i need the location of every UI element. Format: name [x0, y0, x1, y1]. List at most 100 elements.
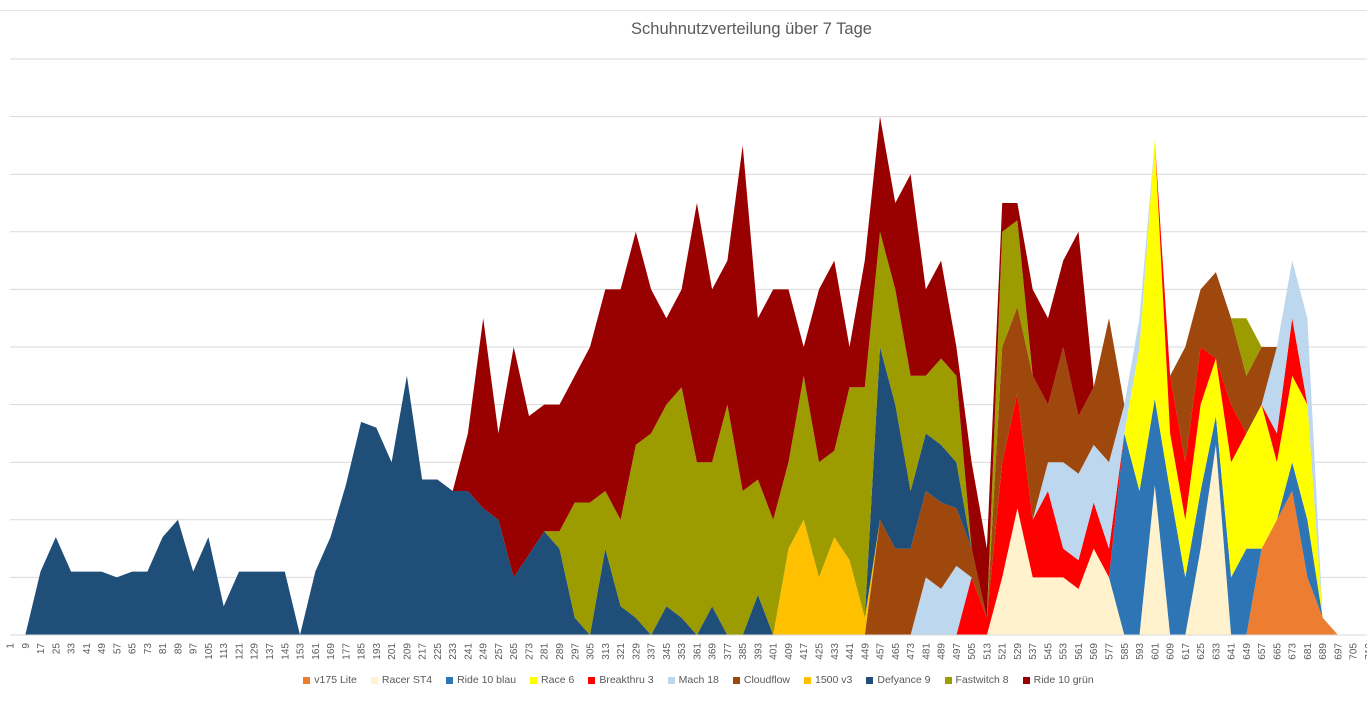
legend-label: Ride 10 grün: [1033, 674, 1094, 686]
legend-swatch: [303, 676, 311, 684]
x-tick-label: 177: [341, 643, 352, 660]
legend-label: Breakthru 3: [599, 674, 654, 686]
x-tick-label: 673: [1288, 643, 1299, 660]
x-tick-label: 73: [143, 643, 154, 655]
x-tick-label: 9: [21, 643, 32, 649]
x-tick-label: 305: [586, 643, 597, 660]
x-tick-label: 329: [631, 643, 642, 660]
x-tick-label: 193: [372, 643, 383, 660]
x-tick-label: 241: [463, 643, 474, 660]
legend-label: v175 Lite: [314, 674, 357, 686]
area-series-ride-10-gr-n: [10, 116, 1367, 635]
x-tick-label: 41: [82, 643, 93, 655]
x-tick-label: 441: [845, 643, 856, 660]
x-tick-label: 225: [433, 643, 444, 660]
x-tick-label: 433: [830, 643, 841, 660]
legend-item: Mach 18: [667, 674, 719, 686]
x-tick-label: 377: [723, 643, 734, 660]
legend-swatch: [370, 676, 378, 684]
area-series-defyance-9: [10, 139, 1367, 635]
x-tick-label: 65: [128, 643, 139, 655]
x-tick-label: 209: [402, 643, 413, 660]
x-tick-label: 521: [998, 643, 1009, 660]
area-series-cloudflow: [10, 139, 1367, 635]
x-tick-label: 49: [97, 643, 108, 655]
x-tick-label: 553: [1059, 643, 1070, 660]
legend-item: Breakthru 3: [588, 674, 654, 686]
area-series-ride-10-blau: [10, 398, 1367, 635]
x-tick-label: 609: [1166, 643, 1177, 660]
legend-label: Defyance 9: [877, 674, 931, 686]
x-tick-label: 457: [876, 643, 887, 660]
x-tick-label: 1: [6, 643, 17, 649]
x-tick-label: 577: [1105, 643, 1116, 660]
legend-item: Ride 10 blau: [446, 674, 516, 686]
x-tick-label: 233: [448, 643, 459, 660]
area-series-breakthru-3: [10, 139, 1367, 635]
area-series-fastwitch-8: [10, 139, 1367, 635]
x-tick-label: 249: [479, 643, 490, 660]
x-tick-label: 105: [204, 643, 215, 660]
x-tick-label: 713: [1364, 643, 1367, 660]
legend-label: Fastwitch 8: [955, 674, 1009, 686]
x-tick-label: 185: [357, 643, 368, 660]
x-tick-label: 425: [814, 643, 825, 660]
x-tick-label: 281: [540, 643, 551, 660]
x-tick-label: 649: [1242, 643, 1253, 660]
legend-label: Race 6: [541, 674, 575, 686]
x-tick-label: 497: [952, 643, 963, 660]
x-tick-label: 129: [250, 643, 261, 660]
x-tick-label: 489: [937, 643, 948, 660]
x-tick-label: 17: [36, 643, 47, 655]
legend-swatch: [667, 676, 675, 684]
x-tick-label: 113: [219, 643, 230, 659]
x-tick-label: 561: [1074, 643, 1085, 660]
x-tick-label: 81: [158, 643, 169, 655]
x-tick-label: 137: [265, 643, 276, 660]
legend-label: 1500 v3: [815, 674, 853, 686]
x-tick-label: 265: [509, 643, 520, 660]
legend-label: Mach 18: [678, 674, 719, 686]
legend-label: Ride 10 blau: [457, 674, 517, 686]
x-tick-label: 289: [555, 643, 566, 660]
legend-swatch: [530, 676, 538, 684]
x-tick-label: 617: [1181, 643, 1192, 660]
x-tick-label: 393: [753, 643, 764, 660]
x-tick-label: 217: [418, 643, 429, 660]
legend-swatch: [732, 676, 740, 684]
x-tick-label: 57: [112, 643, 123, 655]
x-tick-label: 201: [387, 643, 398, 660]
x-tick-label: 369: [708, 643, 719, 660]
x-tick-label: 169: [326, 643, 337, 660]
x-tick-label: 481: [921, 643, 932, 660]
x-tick-label: 33: [67, 643, 78, 655]
x-tick-label: 25: [51, 643, 62, 655]
x-tick-label: 153: [296, 643, 307, 660]
x-tick-label: 465: [891, 643, 902, 660]
x-tick-label: 449: [860, 643, 871, 660]
x-tick-label: 641: [1227, 643, 1238, 660]
sheet-grid-strip: [0, 0, 1367, 11]
x-tick-label: 473: [906, 643, 917, 660]
x-tick-label: 697: [1333, 643, 1344, 660]
x-tick-label: 321: [616, 643, 627, 660]
legend-item: Fastwitch 8: [944, 674, 1009, 686]
x-tick-label: 657: [1257, 643, 1268, 660]
legend-item: Defyance 9: [866, 674, 931, 686]
x-tick-label: 313: [601, 643, 612, 660]
x-tick-label: 537: [1028, 643, 1039, 660]
legend-item: Racer ST4: [370, 674, 432, 686]
legend-label: Cloudflow: [743, 674, 790, 686]
x-tick-label: 161: [311, 643, 322, 660]
x-tick-label: 593: [1135, 643, 1146, 660]
x-tick-label: 625: [1196, 643, 1207, 660]
legend-item: Cloudflow: [732, 674, 790, 686]
legend-item: 1500 v3: [804, 674, 852, 686]
legend-swatch: [944, 676, 952, 684]
legend-swatch: [1022, 676, 1030, 684]
x-tick-label: 569: [1089, 643, 1100, 660]
x-tick-label: 401: [769, 643, 780, 660]
x-tick-label: 337: [647, 643, 658, 660]
legend-swatch: [866, 676, 874, 684]
x-tick-label: 545: [1043, 643, 1054, 660]
